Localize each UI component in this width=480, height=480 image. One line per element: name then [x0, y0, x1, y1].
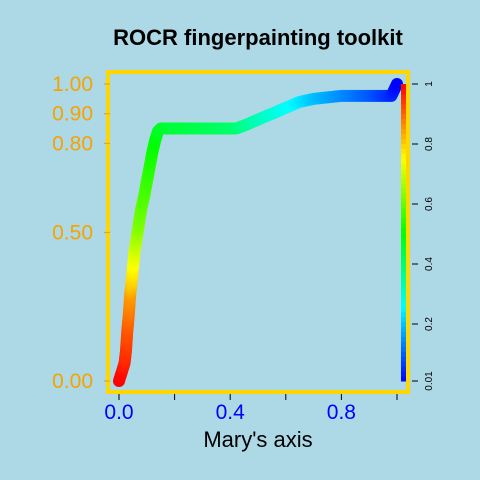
- y-axis: 0.00 0.50 0.80 0.90 1.00: [52, 73, 110, 393]
- colorbar-segment: [401, 237, 407, 243]
- colorbar-segment: [401, 247, 407, 253]
- colorbar: [401, 84, 407, 382]
- y-tick-label: 0.00: [52, 370, 93, 393]
- colorbar-segment: [401, 113, 407, 120]
- colorbar-segment: [401, 291, 407, 298]
- x-tick-label: 0.0: [104, 401, 133, 424]
- colorbar-tick-label: 0.2: [424, 317, 435, 331]
- colorbar-segment: [401, 341, 407, 347]
- colorbar-segment: [401, 262, 407, 268]
- colorbar-segment: [401, 331, 407, 337]
- colorbar-segment: [401, 252, 407, 258]
- y-tick-label: 0.50: [52, 222, 93, 245]
- colorbar-segment: [401, 272, 407, 278]
- colorbar-segment: [401, 311, 407, 318]
- colorbar-segment: [401, 286, 407, 293]
- colorbar-segment: [401, 168, 407, 174]
- x-axis-label: Mary's axis: [203, 427, 312, 452]
- colorbar-segment: [401, 371, 407, 377]
- colorbar-segment: [401, 98, 407, 105]
- colorbar-segment: [401, 301, 407, 308]
- colorbar-segment: [401, 222, 407, 229]
- colorbar-segment: [401, 192, 407, 199]
- colorbar-tick-label: 0.8: [424, 137, 435, 151]
- colorbar-segment: [401, 257, 407, 263]
- colorbar-segment: [401, 356, 407, 362]
- colorbar-segment: [401, 158, 407, 164]
- colorbar-segment: [401, 202, 407, 209]
- colorbar-segment: [401, 326, 407, 332]
- colorbar-segment: [401, 242, 407, 248]
- colorbar-segment: [401, 108, 407, 115]
- colorbar-axis: 0.01 0.2 0.4 0.6 0.8 1: [412, 81, 435, 391]
- colorbar-segment: [401, 282, 407, 288]
- colorbar-segment: [401, 296, 407, 303]
- colorbar-segment: [401, 306, 407, 313]
- colorbar-segment: [401, 361, 407, 367]
- colorbar-segment: [401, 346, 407, 352]
- colorbar-segment: [401, 128, 407, 134]
- colorbar-segment: [401, 316, 407, 323]
- colorbar-segment: [401, 351, 407, 357]
- colorbar-tick-label: 0.6: [424, 197, 435, 211]
- colorbar-segment: [401, 173, 407, 179]
- colorbar-segment: [401, 133, 407, 139]
- colorbar-segment: [401, 143, 407, 149]
- colorbar-segment: [401, 103, 407, 110]
- colorbar-segment: [401, 277, 407, 283]
- colorbar-segment: [401, 88, 407, 95]
- colorbar-segment: [401, 187, 407, 194]
- colorbar-tick-label: 1: [424, 81, 435, 87]
- colorbar-segment: [401, 163, 407, 169]
- colorbar-segment: [401, 178, 407, 184]
- colorbar-segment: [401, 212, 407, 219]
- colorbar-segment: [401, 267, 407, 273]
- colorbar-segment: [401, 93, 407, 100]
- colorbar-segment: [401, 376, 407, 382]
- colorbar-segment: [401, 123, 407, 130]
- colorbar-segment: [401, 336, 407, 342]
- colorbar-segment: [401, 138, 407, 144]
- chart-title: ROCR fingerpainting toolkit: [113, 25, 403, 50]
- colorbar-segment: [401, 227, 407, 233]
- curve-point-end: [391, 78, 403, 90]
- colorbar-tick-label: 0.01: [424, 371, 435, 391]
- colorbar-segment: [401, 232, 407, 238]
- colorbar-segment: [401, 84, 407, 90]
- y-tick-label: 1.00: [52, 73, 93, 96]
- colorbar-segment: [401, 148, 407, 154]
- colorbar-segment: [401, 118, 407, 125]
- colorbar-segment: [401, 183, 407, 189]
- colorbar-segment: [401, 207, 407, 214]
- colorbar-segment: [401, 153, 407, 159]
- colorbar-segment: [401, 321, 407, 328]
- colorbar-segment: [401, 366, 407, 372]
- x-tick-label: 0.8: [327, 401, 356, 424]
- y-tick-label: 0.90: [52, 103, 93, 126]
- y-tick-label: 0.80: [52, 132, 93, 155]
- colorbar-tick-label: 0.4: [424, 257, 435, 271]
- roc-curve: [113, 78, 403, 387]
- x-axis: 0.0 0.4 0.8: [104, 394, 398, 424]
- colorbar-segment: [401, 197, 407, 204]
- x-tick-label: 0.4: [216, 401, 246, 424]
- colorbar-segment: [401, 217, 407, 224]
